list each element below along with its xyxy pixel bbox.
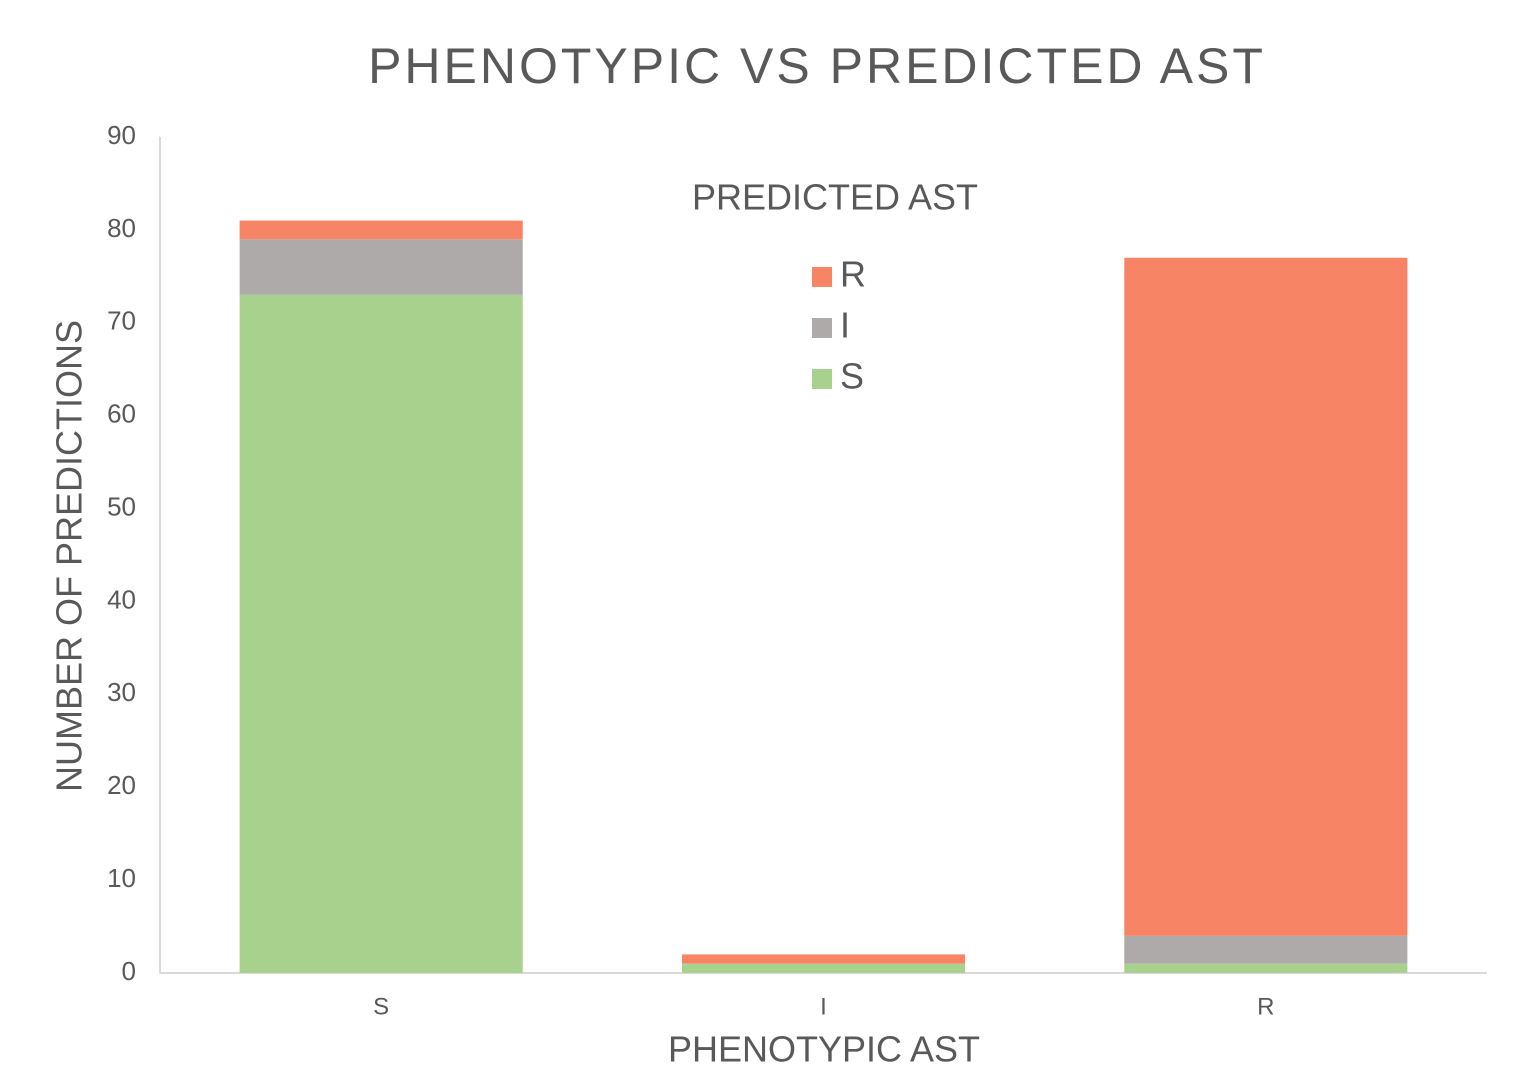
y-tick-label: 0 xyxy=(122,956,136,986)
bar-segment xyxy=(681,954,966,964)
bar-segment xyxy=(1124,935,1408,964)
y-tick-label: 20 xyxy=(107,770,136,800)
bar-segment xyxy=(681,963,966,973)
y-tick-label: 80 xyxy=(107,213,136,243)
y-tick-label: 40 xyxy=(107,584,136,614)
bar-segment xyxy=(239,239,523,295)
bar-segment xyxy=(239,294,523,973)
bar-segment xyxy=(239,220,523,240)
legend-swatch xyxy=(812,267,832,287)
x-tick-label: I xyxy=(820,993,827,1020)
x-axis-label: PHENOTYPIC AST xyxy=(668,1029,980,1070)
x-tick-label: S xyxy=(373,993,389,1020)
legend-label: R xyxy=(840,254,866,295)
x-tick-label: R xyxy=(1257,993,1274,1020)
legend-label: I xyxy=(840,305,850,346)
y-tick-label: 70 xyxy=(107,306,136,336)
y-tick-label: 60 xyxy=(107,399,136,429)
legend-swatch xyxy=(812,318,832,338)
y-tick-label: 30 xyxy=(107,677,136,707)
y-tick-label: 50 xyxy=(107,491,136,521)
chart-title: PHENOTYPIC VS PREDICTED AST xyxy=(368,38,1266,94)
legend-title: PREDICTED AST xyxy=(692,177,978,218)
legend-swatch xyxy=(812,369,832,389)
y-axis-label: NUMBER OF PREDICTIONS xyxy=(49,320,90,792)
legend-label: S xyxy=(840,356,864,397)
bar-segment xyxy=(1124,257,1408,936)
y-tick-label: 90 xyxy=(107,120,136,150)
y-tick-label: 10 xyxy=(107,863,136,893)
bar-segment xyxy=(1124,963,1408,973)
